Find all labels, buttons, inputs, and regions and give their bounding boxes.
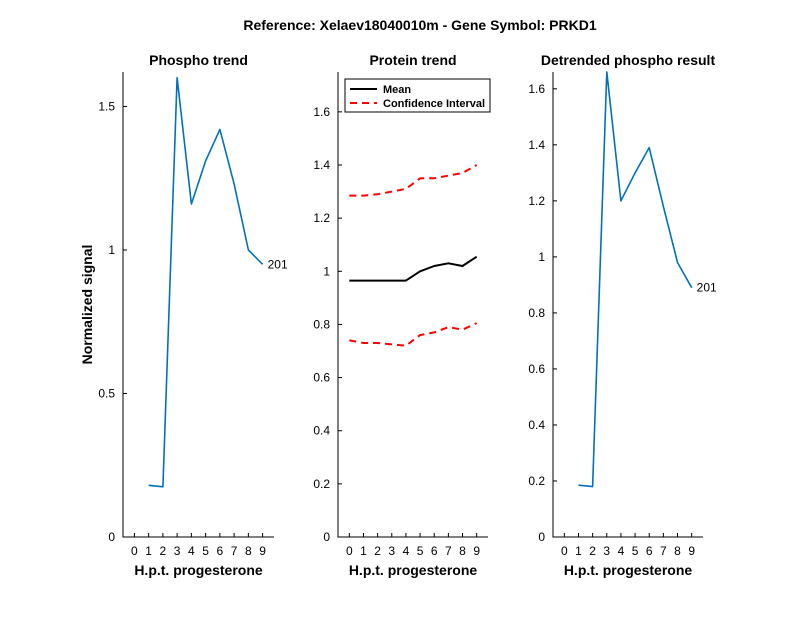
y-tick-label: 0.4 xyxy=(313,424,330,438)
x-tick-label: 7 xyxy=(445,544,452,558)
x-tick-label: 0 xyxy=(346,544,353,558)
x-tick-label: 2 xyxy=(374,544,381,558)
x-tick-label: 0 xyxy=(131,544,138,558)
x-tick-label: 1 xyxy=(145,544,152,558)
x-tick-label: 4 xyxy=(403,544,410,558)
y-tick-label: 1.2 xyxy=(528,194,545,208)
y-tick-label: 1 xyxy=(538,250,545,264)
x-tick-label: 2 xyxy=(589,544,596,558)
y-tick-label: 1.6 xyxy=(528,82,545,96)
y-tick-label: 0 xyxy=(323,530,330,544)
x-tick-label: 3 xyxy=(174,544,181,558)
y-tick-label: 0 xyxy=(108,530,115,544)
x-tick-label: 8 xyxy=(674,544,681,558)
x-tick-label: 8 xyxy=(459,544,466,558)
x-tick-label: 6 xyxy=(217,544,224,558)
legend-box xyxy=(344,78,491,113)
y-axis-label: Normalized signal xyxy=(79,245,95,365)
series-label: 201 xyxy=(268,257,288,271)
panel-title: Protein trend xyxy=(369,52,456,68)
x-tick-label: 9 xyxy=(688,544,695,558)
ci-upper-line xyxy=(349,164,478,197)
ci-lower-line xyxy=(349,322,478,347)
y-tick-label: 0.8 xyxy=(528,306,545,320)
y-tick-label: 0.8 xyxy=(313,317,330,331)
x-tick-label: 5 xyxy=(632,544,639,558)
x-tick-label: 5 xyxy=(202,544,209,558)
y-tick-label: 0.2 xyxy=(313,477,330,491)
axes-frame xyxy=(552,72,703,538)
y-tick-label: 0.6 xyxy=(313,371,330,385)
x-tick-label: 6 xyxy=(431,544,438,558)
y-tick-label: 1 xyxy=(323,264,330,278)
y-tick-label: 1.4 xyxy=(313,158,330,172)
y-tick-label: 1 xyxy=(108,243,115,257)
x-axis-label: H.p.t. progesterone xyxy=(134,562,263,578)
axes-frame xyxy=(122,72,274,538)
x-tick-label: 1 xyxy=(360,544,367,558)
y-tick-label: 1.6 xyxy=(313,105,330,119)
y-tick-label: 0.6 xyxy=(528,362,545,376)
legend: Mean Confidence Interval xyxy=(344,78,491,113)
x-tick-label: 1 xyxy=(575,544,582,558)
y-tick-label: 1.4 xyxy=(528,138,545,152)
mean-line xyxy=(349,255,478,282)
x-tick-label: 4 xyxy=(618,544,625,558)
series-label: 201 xyxy=(697,281,717,295)
x-tick-label: 4 xyxy=(188,544,195,558)
x-tick-label: 0 xyxy=(561,544,568,558)
legend-entry-label: Mean xyxy=(383,84,411,96)
axes-frame xyxy=(337,72,488,538)
y-tick-label: 1.2 xyxy=(313,211,330,225)
x-tick-label: 5 xyxy=(417,544,424,558)
y-tick-label: 1.5 xyxy=(98,99,115,113)
x-tick-label: 6 xyxy=(646,544,653,558)
series-line xyxy=(148,76,264,488)
figure-title: Reference: Xelaev18040010m - Gene Symbol… xyxy=(243,17,596,33)
x-tick-label: 9 xyxy=(473,544,480,558)
x-axis-label: H.p.t. progesterone xyxy=(349,562,478,578)
x-tick-label: 7 xyxy=(231,544,238,558)
x-tick-label: 2 xyxy=(160,544,167,558)
panel-title: Phospho trend xyxy=(149,52,248,68)
y-tick-label: 0.2 xyxy=(528,474,545,488)
y-tick-label: 0 xyxy=(538,530,545,544)
series-line xyxy=(578,71,693,488)
panel-title: Detrended phospho result xyxy=(541,52,716,68)
x-tick-label: 9 xyxy=(259,544,266,558)
y-tick-label: 0.5 xyxy=(98,386,115,400)
x-tick-label: 8 xyxy=(245,544,252,558)
y-tick-label: 0.4 xyxy=(528,418,545,432)
x-tick-label: 3 xyxy=(603,544,610,558)
x-axis-label: H.p.t. progesterone xyxy=(564,562,693,578)
legend-entry-label: Confidence Interval xyxy=(383,98,485,110)
x-tick-label: 7 xyxy=(660,544,667,558)
x-tick-label: 3 xyxy=(388,544,395,558)
